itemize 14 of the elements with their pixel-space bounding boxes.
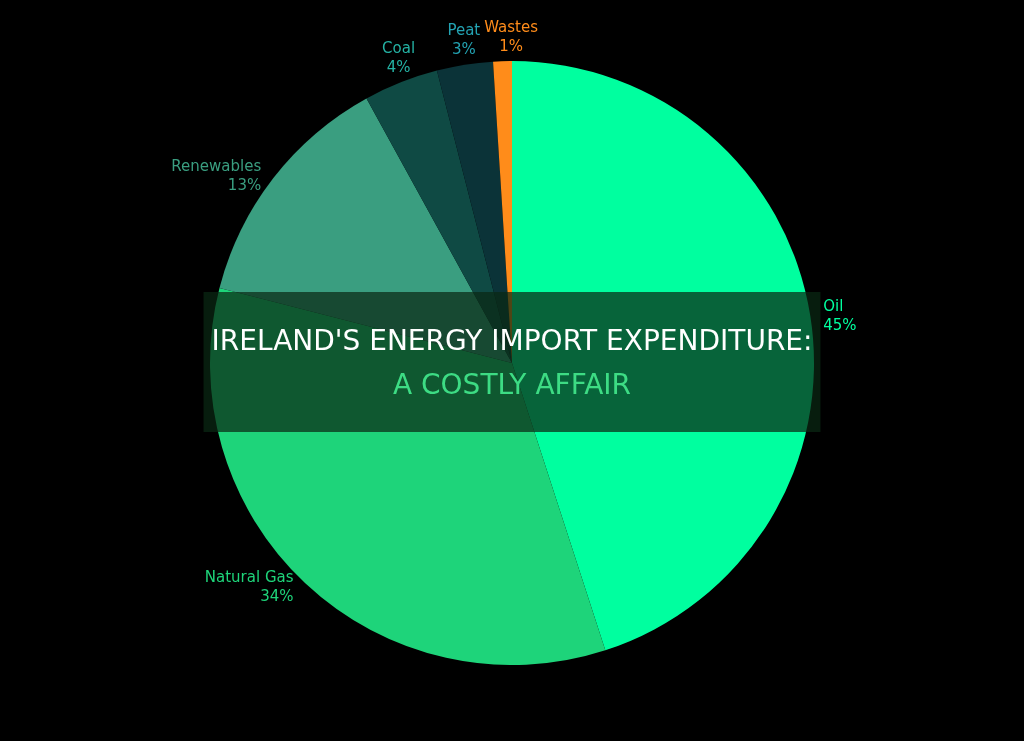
text: A COSTLY AFFAIR	[392, 367, 632, 401]
data-label: 34%	[260, 586, 294, 605]
data-label: 4%	[386, 58, 411, 77]
data-label: 3%	[451, 40, 476, 59]
data-label: 13%	[227, 176, 262, 195]
slice-label: Natural Gas	[204, 567, 294, 586]
text: IRELAND'S ENERGY IMPORT EXPENDITURE:	[211, 323, 813, 357]
slice-label: Oil	[823, 296, 844, 315]
slice-label: Wastes	[484, 17, 539, 36]
data-label: 45%	[823, 315, 857, 334]
slice-label: Renewables	[171, 157, 262, 176]
slice-label: Peat	[447, 21, 481, 40]
slice-label: Coal	[382, 39, 416, 58]
data-label: 1%	[499, 36, 524, 55]
